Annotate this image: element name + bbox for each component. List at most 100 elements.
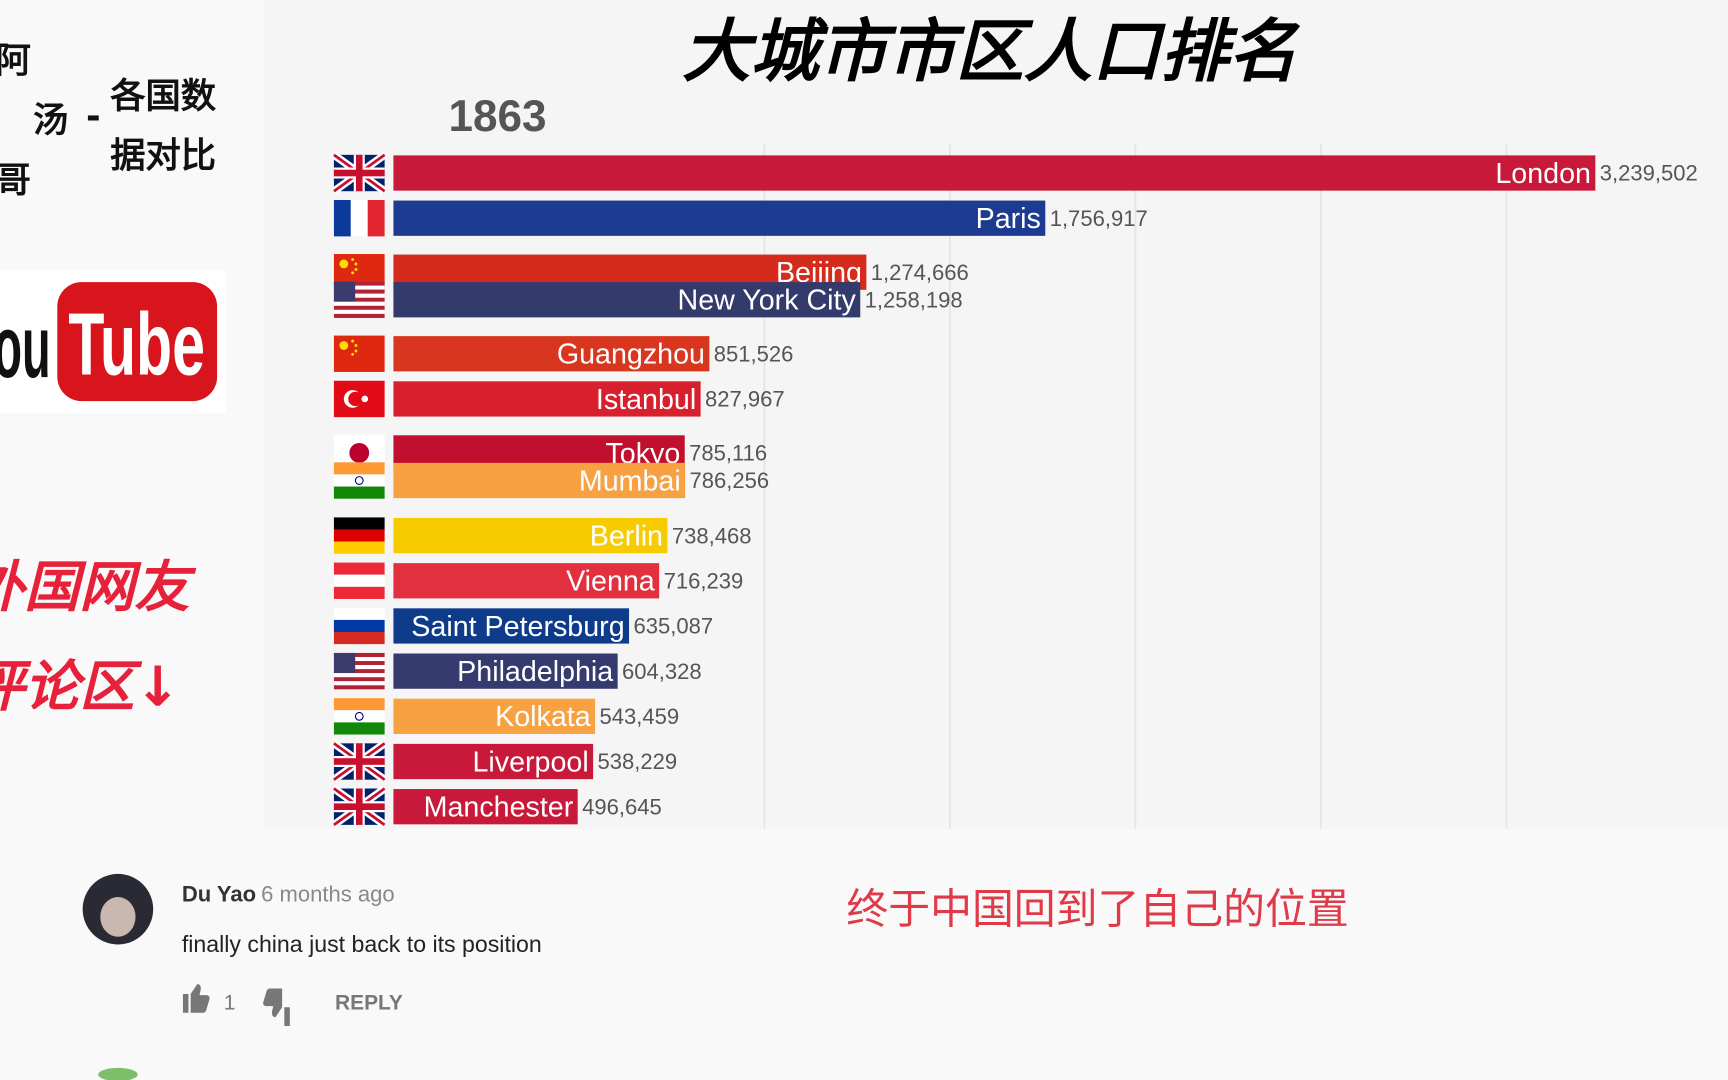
bar-label: Kolkata: [495, 701, 591, 733]
bar-label: Guangzhou: [557, 339, 705, 371]
flag-part: [333, 289, 385, 294]
flag-part: [333, 281, 356, 302]
sidebar-text: 各国数: [110, 76, 216, 117]
flag-part: [355, 788, 363, 825]
sidebar-text: 阿: [0, 41, 31, 82]
sidebar-text: 据对比: [110, 136, 216, 177]
value-label: 1,756,917: [1050, 206, 1148, 231]
flag-part: [333, 657, 385, 662]
flag-part: [354, 349, 358, 353]
flag: [333, 698, 385, 735]
bar: [393, 155, 1596, 191]
comment-text: finally china just back to its position: [182, 931, 542, 957]
bar: [393, 608, 630, 644]
bar: [393, 789, 578, 825]
dislike-button[interactable]: [263, 988, 290, 1026]
flag-part: [333, 335, 385, 372]
bar-label: Berlin: [590, 521, 663, 553]
bar: [393, 517, 668, 554]
flag-part: [333, 529, 385, 542]
flag-part: [354, 476, 364, 485]
logo-text: Tube: [68, 295, 205, 394]
value-label: 543,459: [599, 704, 679, 729]
flag: [333, 281, 385, 318]
flag-part: [333, 462, 385, 475]
flag-part: [339, 341, 349, 350]
flag-part: [333, 474, 385, 487]
promo-text: 评论区↓: [0, 654, 181, 718]
comment-author[interactable]: Du Yao: [182, 881, 256, 906]
value-label: 635,087: [633, 614, 713, 639]
reply-button[interactable]: REPLY: [335, 991, 403, 1014]
value-label: 786,256: [690, 468, 770, 493]
flag-part: [355, 743, 363, 780]
flag: [333, 652, 385, 690]
flag-part: [333, 632, 385, 645]
flag-part: [333, 574, 385, 587]
bar-label: London: [1495, 158, 1591, 190]
flag-part: [333, 301, 385, 306]
flag: [333, 380, 385, 418]
flag: [333, 562, 385, 599]
flag-part: [367, 200, 385, 237]
flag-part: [333, 710, 385, 723]
value-label: 1,258,198: [865, 287, 963, 312]
value-label: 1,274,666: [871, 260, 969, 285]
bar-label: Mumbai: [579, 465, 681, 497]
flag-part: [361, 395, 369, 403]
caption: 终于中国回到了自己的位置: [846, 885, 1348, 934]
flag-part: [350, 200, 368, 237]
sidebar-text: 汤: [33, 100, 68, 141]
flag-part: [333, 305, 385, 310]
sidebar: 阿 汤 - 哥 各国数 据对比: [0, 41, 217, 201]
flag-part: [333, 293, 385, 298]
flag-part: [351, 339, 355, 343]
flag-part: [333, 698, 385, 711]
flag-part: [354, 711, 364, 721]
flag-part: [351, 258, 355, 261]
bar: [393, 381, 701, 417]
bar: [393, 563, 660, 599]
bar-label: New York City: [678, 285, 857, 317]
bar: [393, 743, 594, 780]
flag-part: [355, 154, 363, 192]
flag: [333, 200, 385, 237]
flag: [333, 607, 385, 645]
flag-part: [354, 344, 358, 347]
flag-part: [349, 443, 370, 463]
value-label: 851,526: [714, 341, 794, 366]
flag-part: [333, 517, 385, 530]
like-button[interactable]: [182, 984, 210, 1013]
promo-text: 外国网友: [0, 555, 196, 619]
flag-part: [333, 673, 385, 678]
value-label: 827,967: [705, 387, 785, 412]
flag-part: [333, 669, 385, 674]
value-label: 496,645: [582, 794, 662, 819]
bar-label: Manchester: [424, 792, 574, 824]
flag-part: [333, 665, 385, 670]
bar: [393, 698, 596, 734]
flag: [333, 335, 385, 372]
flag: [331, 785, 387, 829]
flag-part: [333, 722, 385, 735]
sidebar-text: -: [86, 96, 101, 137]
flag-part: [333, 200, 351, 237]
logo-badge: [57, 282, 218, 402]
like-count: 1: [224, 991, 236, 1014]
value-label: 785,116: [689, 441, 767, 466]
flag-part: [333, 562, 385, 575]
avatar-face: [100, 897, 136, 937]
flag-part: [333, 652, 356, 673]
flag-part: [333, 297, 385, 302]
flag: [333, 517, 385, 554]
flag-part: [351, 271, 355, 275]
flag-part: [333, 685, 385, 690]
comment-time[interactable]: 6 months ago: [261, 881, 394, 906]
flag-part: [354, 268, 358, 271]
chart-title: 大城市市区人口排名: [682, 13, 1300, 92]
flag-part: [333, 281, 385, 286]
flag-part: [333, 309, 385, 314]
year-label: 1863: [449, 92, 547, 141]
